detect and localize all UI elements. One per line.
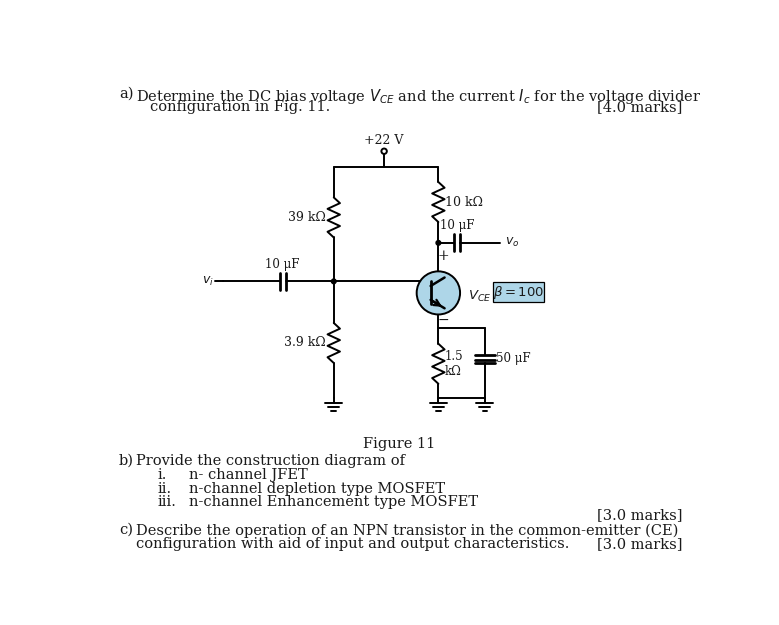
Text: 39 kΩ: 39 kΩ bbox=[288, 211, 326, 224]
Text: $\beta = 100$: $\beta = 100$ bbox=[492, 284, 544, 301]
Text: 10 μF: 10 μF bbox=[266, 258, 300, 271]
Text: i.: i. bbox=[158, 468, 167, 482]
Text: $v_i$: $v_i$ bbox=[202, 275, 213, 288]
Text: [3.0 marks]: [3.0 marks] bbox=[597, 508, 682, 522]
Text: [3.0 marks]: [3.0 marks] bbox=[597, 537, 682, 551]
Circle shape bbox=[382, 149, 387, 154]
Text: Determine the DC bias voltage $V_{CE}$ and the current $I_c$ for the voltage div: Determine the DC bias voltage $V_{CE}$ a… bbox=[136, 86, 701, 106]
Text: n-channel Enhancement type MOSFET: n-channel Enhancement type MOSFET bbox=[189, 496, 478, 509]
Circle shape bbox=[417, 271, 460, 314]
Text: n- channel JFET: n- channel JFET bbox=[189, 468, 308, 482]
Text: Provide the construction diagram of: Provide the construction diagram of bbox=[136, 454, 405, 468]
Text: 50 μF: 50 μF bbox=[496, 352, 531, 365]
Text: c): c) bbox=[119, 523, 133, 537]
Text: configuration in Fig. 11.: configuration in Fig. 11. bbox=[150, 101, 330, 114]
Circle shape bbox=[331, 279, 336, 284]
Text: ii.: ii. bbox=[158, 481, 172, 496]
Text: 1.5
kΩ: 1.5 kΩ bbox=[445, 350, 464, 378]
Text: b): b) bbox=[119, 454, 134, 468]
Text: iii.: iii. bbox=[158, 496, 177, 509]
Text: $V_{CE}$: $V_{CE}$ bbox=[468, 289, 492, 304]
Text: [4.0 marks]: [4.0 marks] bbox=[597, 101, 682, 114]
Text: 3.9 kΩ: 3.9 kΩ bbox=[284, 336, 326, 349]
Circle shape bbox=[436, 241, 441, 245]
Text: a): a) bbox=[119, 86, 133, 101]
Text: 10 μF: 10 μF bbox=[439, 219, 474, 232]
Text: 10 kΩ: 10 kΩ bbox=[445, 196, 482, 209]
Text: n-channel depletion type MOSFET: n-channel depletion type MOSFET bbox=[189, 481, 445, 496]
Text: +: + bbox=[438, 249, 449, 263]
Text: $v_o$: $v_o$ bbox=[505, 236, 520, 249]
Text: Figure 11: Figure 11 bbox=[363, 437, 435, 451]
Text: +22 V: +22 V bbox=[365, 134, 404, 148]
Text: Describe the operation of an NPN transistor in the common-emitter (CE): Describe the operation of an NPN transis… bbox=[136, 523, 679, 538]
Text: configuration with aid of input and output characteristics.: configuration with aid of input and outp… bbox=[136, 537, 569, 551]
Text: −: − bbox=[438, 313, 449, 327]
FancyBboxPatch shape bbox=[492, 282, 544, 302]
